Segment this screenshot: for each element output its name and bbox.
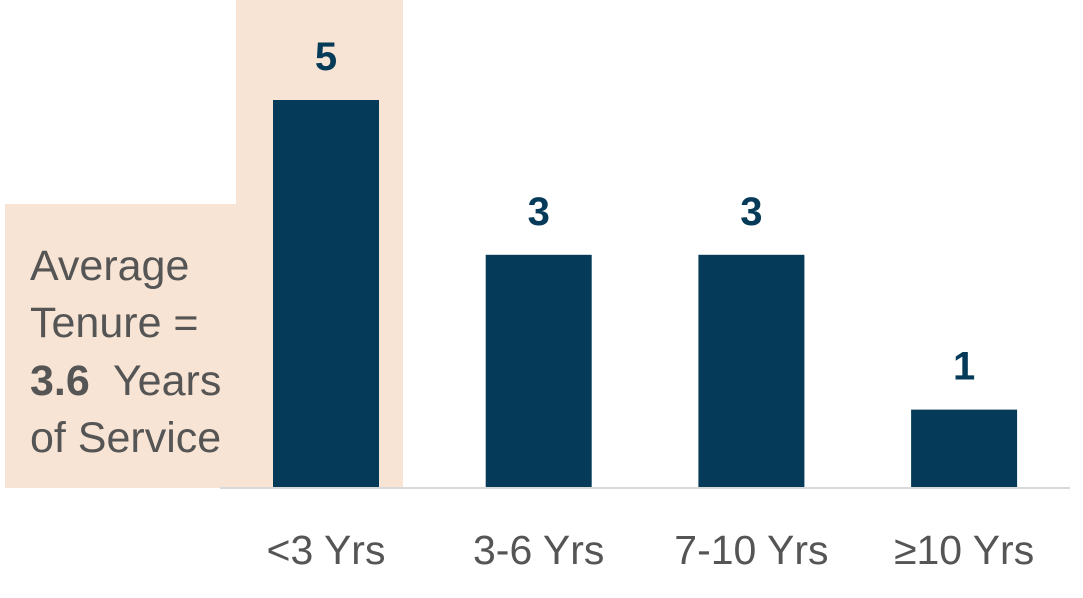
bar <box>911 409 1018 487</box>
annotation-value: 3.6 <box>30 357 90 405</box>
x-tick-label: ≥10 Yrs <box>894 527 1034 573</box>
bar <box>485 254 592 487</box>
value-label: 3 <box>740 190 762 234</box>
annotation-line: Tenure = <box>30 299 199 347</box>
value-label: 3 <box>528 190 550 234</box>
value-label: 5 <box>315 35 337 79</box>
x-tick-label: 3-6 Yrs <box>473 527 604 573</box>
bar <box>698 254 805 487</box>
x-tick-label: <3 Yrs <box>267 527 386 573</box>
value-label: 1 <box>953 345 975 389</box>
bar <box>273 100 379 487</box>
x-tick-label: 7-10 Yrs <box>674 527 828 573</box>
annotation-line: of Service <box>30 414 221 462</box>
annotation: Average Tenure = 3.6 Years of Service <box>30 242 233 462</box>
annotation-line: Average <box>30 242 189 290</box>
annotation-line: Years <box>113 357 221 405</box>
